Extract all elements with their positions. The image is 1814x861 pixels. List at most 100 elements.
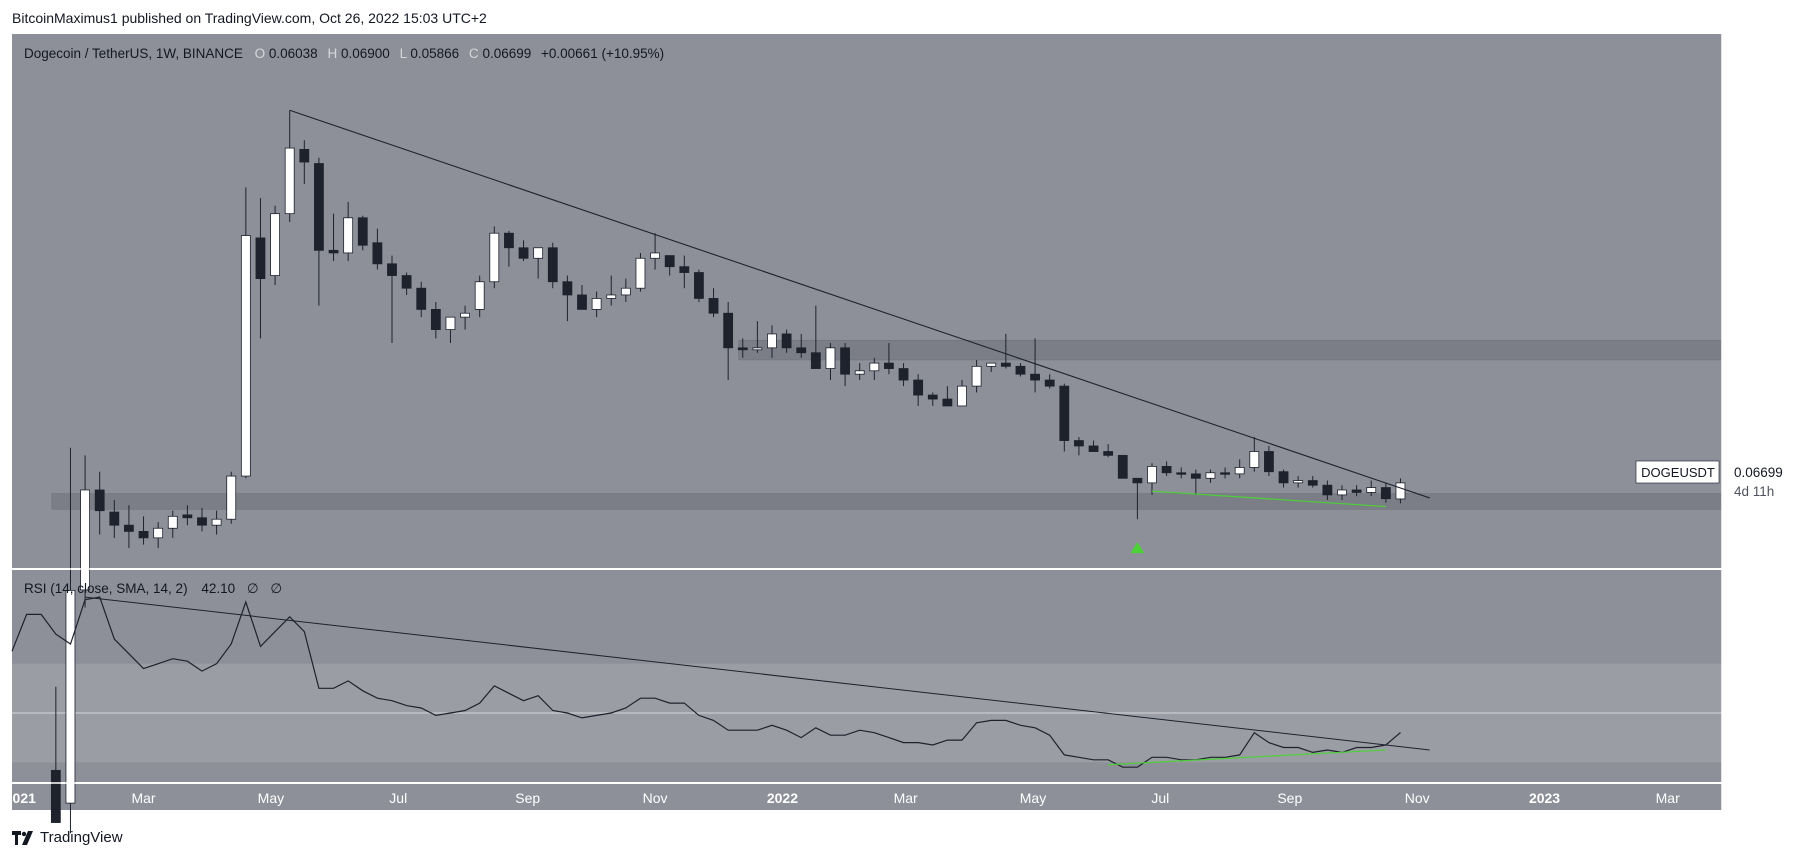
candle [226, 471, 237, 524]
candle [489, 226, 500, 289]
candle [94, 471, 105, 535]
last-price: 0.06699 [1734, 465, 1783, 480]
candle-body-bear [737, 347, 748, 351]
candle [986, 362, 997, 372]
tradingview-brand[interactable]: TradingView [12, 829, 123, 846]
candle [577, 284, 587, 310]
candle [1059, 383, 1070, 452]
candle-body-bear [664, 255, 675, 268]
support-line[interactable] [1151, 490, 1386, 508]
candle [284, 110, 295, 223]
candle [372, 228, 383, 270]
rsi-descending-trendline[interactable] [85, 596, 1430, 751]
rsi-axis[interactable]: 100.00 80.00 60.00 40.00 [1737, 582, 1780, 746]
price-axis[interactable]: 1.00000 0.70000 0.50000 0.35000 0.25000 0.190… [1722, 56, 1786, 553]
candle [708, 288, 719, 318]
close-label: C [469, 46, 479, 61]
candle [1176, 467, 1187, 479]
candle [971, 359, 982, 393]
candle [752, 321, 763, 353]
candle [781, 329, 792, 353]
candle [694, 269, 704, 303]
candle-body-bull [533, 247, 544, 259]
candle [664, 255, 675, 276]
candle-body-bull [1337, 489, 1347, 496]
candle [357, 215, 368, 251]
rsi-line [11, 596, 1401, 768]
candle [884, 343, 894, 375]
candle-body-bull [1395, 482, 1406, 500]
candle [1161, 461, 1172, 477]
descending-trendline[interactable] [289, 109, 1430, 499]
candle [679, 255, 690, 289]
candle [1103, 444, 1114, 458]
candle [1380, 482, 1391, 503]
candle-body-bear [723, 312, 734, 349]
price-pane[interactable] [12, 34, 1722, 568]
resistance-zone [738, 339, 1723, 361]
candle [65, 447, 76, 834]
candle-body-bear [1059, 385, 1070, 441]
price-tick-label: 0.04500 [1735, 537, 1786, 553]
candle-body-bear [50, 769, 61, 823]
svg-text:RSI (14, close, SMA, 14, 2): RSI (14, close, SMA, 14, 2) 42.10 ∅ ∅ [24, 581, 282, 596]
svg-text:Dogecoin / TetherUS, 1W, BINAN: Dogecoin / TetherUS, 1W, BINANCE O 0.060… [24, 46, 664, 61]
candle-body-bear [1278, 471, 1289, 484]
candle-body-bull [1205, 472, 1216, 479]
candle-body-bear [387, 263, 397, 276]
candle-body-bull [167, 515, 178, 529]
candle [314, 157, 324, 306]
main-legend[interactable]: Dogecoin / TetherUS, 1W, BINANCE O 0.060… [24, 46, 664, 61]
rsi-na-2: ∅ [270, 581, 282, 596]
candle-body-bull [957, 385, 967, 407]
candle-body-bull [211, 518, 222, 526]
candle [562, 275, 573, 322]
candle-body-bear [94, 489, 105, 512]
candle [416, 281, 427, 318]
low-value: 0.05866 [410, 46, 459, 61]
candle-body-bear [357, 217, 368, 246]
low-label: L [400, 46, 408, 61]
time-tick-label: May [258, 790, 284, 806]
candle-body-bull [1249, 451, 1260, 468]
candle-body-bear [679, 266, 690, 273]
candle-body-bear [796, 347, 807, 354]
candle [606, 275, 617, 306]
candle [240, 187, 251, 479]
candle-body-bear [182, 514, 193, 519]
rsi-support-line[interactable] [1108, 749, 1386, 766]
candle [1205, 469, 1216, 483]
high-label: H [327, 46, 337, 61]
rsi-tick-label: 40.00 [1745, 730, 1780, 746]
candle-body-bear [372, 242, 383, 265]
candle-body-bull [284, 147, 295, 215]
candle [328, 213, 339, 262]
candle [1337, 485, 1347, 500]
candle-body-bear [504, 232, 514, 249]
candle [299, 140, 310, 185]
candle [1000, 333, 1011, 369]
price-tick-label: 0.50000 [1735, 163, 1786, 179]
candle-body-bull [153, 527, 164, 539]
candle [810, 305, 821, 369]
candle-body-bull [650, 252, 660, 259]
candle-body-bear [1044, 379, 1055, 387]
candle-body-bear [942, 398, 953, 407]
candle-body-bear [810, 352, 821, 369]
candle [869, 357, 880, 381]
candle [1278, 469, 1289, 488]
rsi-legend[interactable]: RSI (14, close, SMA, 14, 2) 42.10 ∅ ∅ [24, 581, 282, 596]
time-tick-label: May [1020, 790, 1046, 806]
up-triangle-marker [1130, 542, 1145, 554]
candle-body-bear [694, 272, 704, 299]
candle-body-bear [299, 149, 310, 163]
time-axis[interactable] [12, 784, 1722, 810]
price-tick-label: 0.35000 [1735, 218, 1786, 234]
candle [767, 325, 777, 358]
candle-body-bear [430, 308, 441, 330]
open-value: 0.06038 [269, 46, 318, 61]
candle-body-bear [1322, 484, 1333, 496]
candle [957, 380, 967, 407]
candle-body-bull [1293, 480, 1304, 484]
